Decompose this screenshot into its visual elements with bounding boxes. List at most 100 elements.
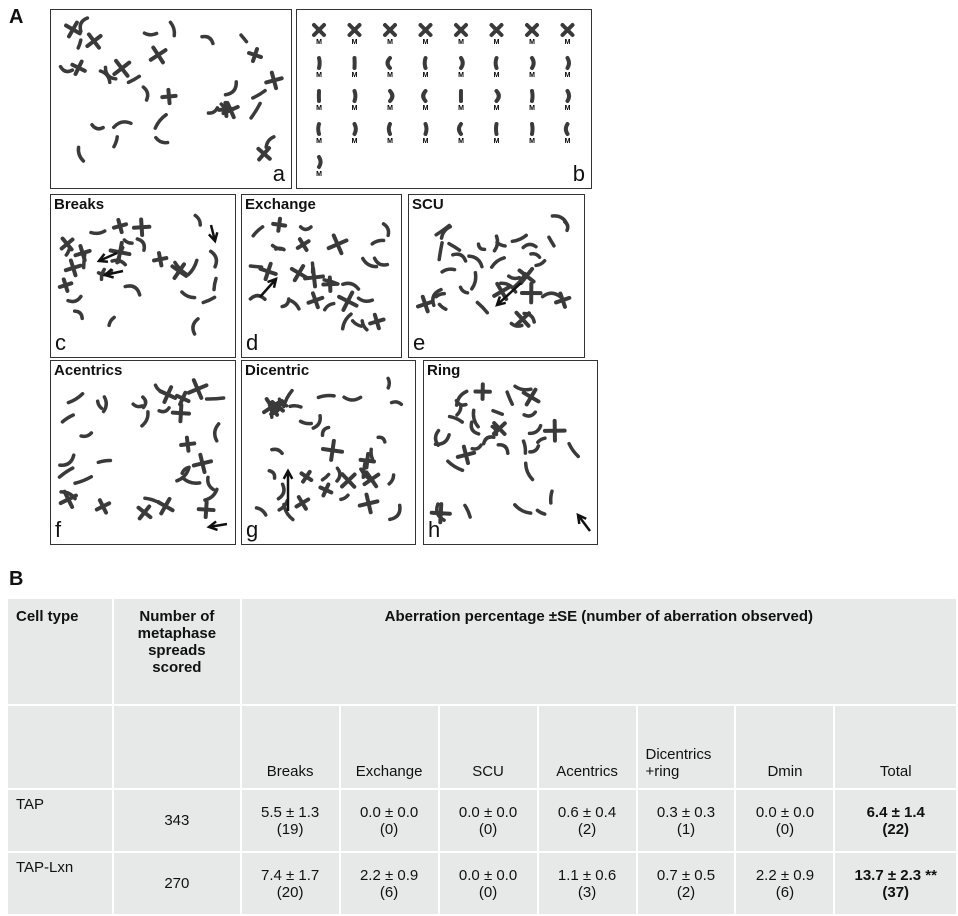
karyotype-label: M [423,72,429,79]
karyotype-label: M [387,72,393,79]
chromosome [314,25,324,35]
chromosome [507,392,512,404]
chromosome [181,438,194,451]
karyotype-label: M [352,72,358,79]
value-pct: 0.0 ± 0.0 [448,804,529,821]
chromosome [341,495,348,500]
chromosome [297,497,309,509]
chromosome [159,408,170,413]
value-pct: 0.0 ± 0.0 [448,867,529,884]
row-spreads: 343 [113,789,241,852]
chromosome [320,485,331,496]
chromosome [537,510,545,514]
value-pct: 1.1 ± 0.6 [547,867,628,884]
chromosome [87,34,100,47]
chromosome [257,507,267,515]
chromosome [439,243,442,260]
chromosome [527,25,537,35]
chromosome [125,283,142,295]
metaphase-image-a: a [50,9,292,189]
chromosome-spread [242,361,415,544]
chromosome [97,500,109,512]
chromosome [456,25,466,35]
chromosome [537,438,544,443]
table-row: TAP-Lxn 270 7.4 ± 1.7(20) 2.2 ± 0.9(6) 0… [8,852,957,915]
chromosome [142,412,150,427]
image-title: Dicentric [245,362,309,379]
karyotype-label: M [529,72,535,79]
chromosome [339,293,356,310]
chromosome [435,431,438,446]
chromosome [251,103,260,118]
chromosome [524,412,536,417]
chromosome [390,505,403,521]
chromosome [298,239,309,250]
karyotype-label: M [387,105,393,112]
chromosome [214,278,216,289]
chromosome [151,48,166,63]
value-pct: 7.4 ± 1.7 [250,867,331,884]
arrow-icon [578,515,590,531]
chromosome [512,235,526,242]
chromosome [292,266,306,280]
arrow-icon [209,521,227,530]
chromosome [145,498,156,502]
chromosome [278,404,287,406]
chromosome [60,67,73,73]
chromosome [91,231,105,234]
chromosome [566,124,568,134]
image-label: b [573,161,585,187]
chromosome [460,287,468,294]
chromosome [181,292,194,299]
chromosome [75,246,89,260]
table-header-row: Cell type Number of metaphase spreads sc… [8,599,957,705]
chromosome [372,239,384,244]
karyotype-label: M [458,39,464,46]
value-count: (6) [744,884,825,901]
chromosome [457,406,462,415]
chromosome [358,298,372,302]
chromosome [360,495,378,513]
chromosome [272,245,283,250]
image-title: Ring [427,362,460,379]
arrow-icon [209,225,217,241]
chromosome [170,22,175,36]
value-count: (1) [646,821,727,838]
chromosome [205,489,218,501]
chromosome [442,268,455,272]
value-pct: 0.0 ± 0.0 [744,804,825,821]
chromosome [472,273,477,290]
chromosome [60,279,72,291]
chromosome [524,463,532,480]
chromosome [370,315,383,328]
chromosome [182,478,199,485]
karyotype-label: M [458,105,464,112]
image-label: g [246,517,258,543]
chromosome [563,25,573,35]
chromosome [143,397,146,408]
value-cell: 0.6 ± 0.4(2) [538,789,637,852]
chromosome-spread [409,195,584,357]
value-count: (0) [448,821,529,838]
chromosome [494,236,498,251]
value-pct: 2.2 ± 0.9 [744,867,825,884]
empty-cell [113,705,241,789]
chromosome [214,424,219,441]
karyotype-label: M [316,138,322,145]
chromosome [68,296,82,303]
chromosome [313,416,322,430]
chromosome [390,91,392,101]
karyotype-label: M [529,39,535,46]
chromosome [491,257,504,268]
chromosome [188,260,198,275]
karyotype-label: M [352,138,358,145]
value-cell: 0.7 ± 0.5(2) [637,852,736,915]
chromosome-spread [51,361,235,544]
chromosome [302,472,312,482]
chromosome [472,445,481,450]
value-pct: 0.0 ± 0.0 [349,804,430,821]
image-title: Acentrics [54,362,122,379]
chromosome [114,61,129,76]
karyotype-label: M [316,105,322,112]
